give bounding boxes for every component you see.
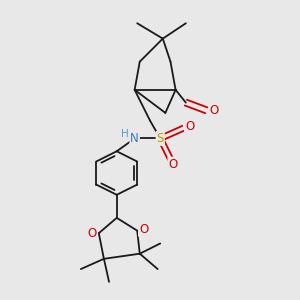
Text: O: O [209, 104, 219, 117]
Text: N: N [130, 132, 139, 145]
Text: O: O [88, 227, 97, 240]
Text: H: H [121, 129, 129, 139]
Text: O: O [168, 158, 178, 171]
Text: O: O [139, 223, 148, 236]
Text: S: S [157, 132, 164, 145]
Text: O: O [185, 121, 194, 134]
